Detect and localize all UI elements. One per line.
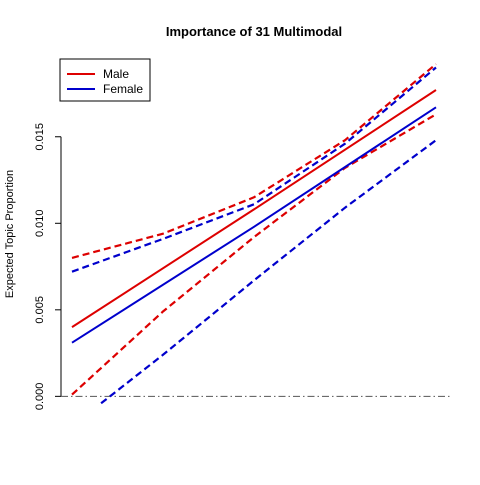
female-mean-line bbox=[71, 106, 437, 344]
y-tick-label: 0.010 bbox=[34, 210, 46, 238]
y-tick-label: 0.015 bbox=[34, 123, 46, 151]
chart-title: Importance of 31 Multimodal bbox=[166, 24, 342, 39]
series-layer bbox=[71, 63, 437, 405]
y-tick-label: 0.000 bbox=[34, 383, 46, 411]
male-mean-line bbox=[71, 89, 437, 328]
female-upper-ci-line bbox=[71, 66, 437, 273]
legend-label-male: Male bbox=[103, 67, 129, 81]
y-axis-label: Expected Topic Proportion bbox=[4, 170, 16, 298]
female-lower-ci-line bbox=[100, 139, 437, 405]
male-upper-ci-line bbox=[71, 63, 437, 259]
legend-box bbox=[59, 58, 151, 102]
legend-label-female: Female bbox=[103, 82, 143, 96]
male-lower-ci-line bbox=[71, 113, 437, 396]
y-tick-label: 0.005 bbox=[34, 296, 46, 324]
y-axis: 0.000 0.005 0.010 0.015 bbox=[34, 123, 62, 411]
